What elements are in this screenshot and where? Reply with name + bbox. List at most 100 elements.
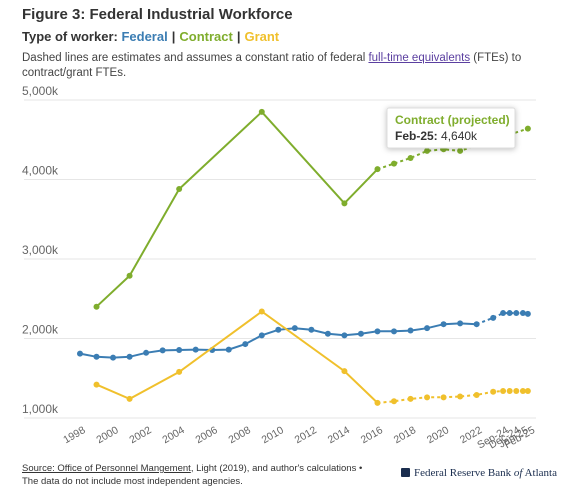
contract-projected-point[interactable]	[424, 147, 431, 154]
grant-projected-point[interactable]	[506, 387, 513, 394]
federal-point[interactable]	[440, 321, 447, 328]
x-tick-label: 2012	[293, 424, 319, 446]
legend-grant[interactable]: Grant	[244, 29, 280, 44]
note-text-before: Dashed lines are estimates and assumes a…	[22, 52, 369, 64]
federal-point[interactable]	[324, 330, 331, 337]
contract-line	[95, 110, 379, 308]
grant-projected-point[interactable]	[513, 387, 520, 394]
federal-projected-point[interactable]	[500, 310, 507, 317]
federal-projected-point[interactable]	[513, 310, 520, 317]
grant-point[interactable]	[341, 368, 348, 375]
federal-point[interactable]	[258, 332, 265, 339]
federal-point[interactable]	[110, 354, 117, 361]
subtitle-prefix: Type of worker:	[22, 29, 118, 44]
grant-point[interactable]	[93, 381, 100, 388]
y-tick-label: 5,000k	[22, 84, 59, 98]
grant-point[interactable]	[374, 399, 381, 406]
contract-projected-point[interactable]	[457, 147, 464, 154]
contract-point[interactable]	[258, 108, 265, 115]
federal-point[interactable]	[374, 328, 381, 335]
federal-point[interactable]	[357, 330, 364, 337]
grant-projected-point[interactable]	[457, 393, 464, 400]
federal-point[interactable]	[159, 347, 166, 354]
federal-point[interactable]	[407, 327, 414, 334]
figure-title: Figure 3: Federal Industrial Workforce	[22, 6, 293, 23]
federal-point[interactable]	[424, 325, 431, 332]
federal-projected-point[interactable]	[490, 314, 497, 321]
source-link[interactable]: Source: Office of Personnel Mangement	[22, 463, 191, 474]
contract-projected-point[interactable]	[391, 160, 398, 167]
federal-point[interactable]	[291, 325, 298, 332]
federal-point[interactable]	[341, 332, 348, 339]
x-tick-label: 2002	[127, 424, 153, 446]
y-tick-label: 4,000k	[22, 164, 59, 178]
federal-point[interactable]	[308, 326, 315, 333]
grant-projected-point[interactable]	[440, 394, 447, 401]
federal-point[interactable]	[143, 349, 150, 356]
contract-point[interactable]	[176, 186, 183, 193]
grant-projected-point[interactable]	[500, 387, 507, 394]
brand-of: of	[513, 467, 523, 479]
y-tick-label: 3,000k	[22, 243, 59, 257]
federal-projected-point[interactable]	[519, 310, 526, 317]
x-tick-label: 2010	[260, 424, 286, 446]
brand-pre: Federal Reserve Bank	[414, 467, 514, 479]
contract-point[interactable]	[374, 166, 381, 173]
source-rest: , Light (2019), and author's calculation…	[22, 463, 363, 487]
federal-point[interactable]	[457, 320, 464, 327]
x-tick-label: 2014	[326, 424, 352, 446]
grant-projected-point[interactable]	[524, 387, 531, 394]
federal-point[interactable]	[77, 350, 83, 357]
brand-post: Atlanta	[522, 467, 557, 479]
contract-projected-point[interactable]	[524, 125, 531, 132]
federal-point[interactable]	[242, 341, 249, 348]
federal-point[interactable]	[93, 353, 100, 360]
grant-point[interactable]	[176, 368, 183, 375]
contract-point[interactable]	[341, 200, 348, 207]
contract-point[interactable]	[126, 272, 133, 279]
grant-projected-point[interactable]	[424, 394, 431, 401]
legend-separator: |	[236, 29, 241, 44]
source-note: Source: Office of Personnel Mangement, L…	[22, 463, 367, 488]
federal-point[interactable]	[275, 326, 282, 333]
chart-note: Dashed lines are estimates and assumes a…	[22, 51, 542, 81]
x-tick-label: 2004	[160, 424, 186, 446]
y-tick-label: 1,000k	[22, 402, 59, 416]
tooltip: Contract (projected) Feb-25: 4,640k	[386, 107, 516, 149]
legend-federal[interactable]: Federal	[121, 29, 168, 44]
legend-separator: |	[171, 29, 176, 44]
x-tick-label: 2006	[193, 424, 219, 446]
grant-projected-point[interactable]	[490, 388, 497, 395]
note-text-after: (FTEs) to contract/grant FTEs.	[22, 52, 522, 79]
contract-projected-point[interactable]	[407, 155, 414, 162]
eagle-icon	[401, 468, 410, 477]
federal-projected-point[interactable]	[506, 310, 513, 317]
fte-link[interactable]: full-time equivalents	[368, 52, 471, 64]
x-tick-label: 2020	[425, 424, 451, 446]
tooltip-box	[386, 107, 516, 149]
grant-projected-point[interactable]	[519, 387, 526, 394]
federal-projected-point[interactable]	[524, 310, 531, 317]
federal-point[interactable]	[225, 346, 232, 353]
x-tick-label: 2018	[392, 424, 418, 446]
tooltip-value: Feb-25: 4,640k	[395, 129, 478, 143]
grant-projected-point[interactable]	[391, 398, 398, 405]
tooltip-title: Contract (projected)	[395, 113, 510, 127]
grant-point[interactable]	[126, 395, 133, 402]
grant-projected-point[interactable]	[473, 391, 480, 398]
x-tick-label: 2008	[227, 424, 253, 446]
x-tick-label: 2000	[94, 424, 120, 446]
federal-point[interactable]	[192, 346, 199, 353]
federal-point[interactable]	[126, 353, 133, 360]
legend-contract[interactable]: Contract	[179, 29, 233, 44]
federal-point[interactable]	[473, 321, 480, 328]
brand-logo: Federal Reserve Bank of Atlanta	[401, 467, 557, 479]
legend-subtitle: Type of worker: Federal | Contract | Grant	[22, 29, 279, 44]
grant-point[interactable]	[258, 308, 265, 315]
x-tick-label: 2016	[359, 424, 385, 446]
federal-point[interactable]	[391, 328, 398, 335]
federal-point[interactable]	[176, 347, 183, 354]
grant-projected-point[interactable]	[407, 395, 414, 402]
contract-point[interactable]	[93, 303, 100, 310]
x-tick-label: 1998	[61, 424, 87, 446]
